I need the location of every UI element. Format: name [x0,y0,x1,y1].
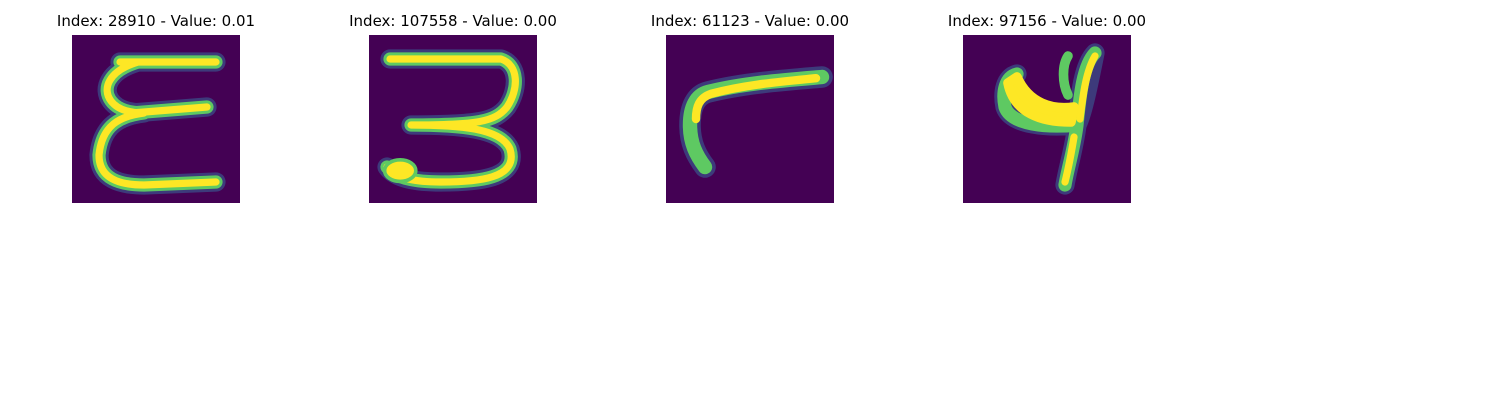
panel-title: Index: 97156 - Value: 0.00 [947,12,1147,30]
digit-image-3 [369,35,537,203]
panel-4: Index: 97156 - Value: 0.00 [897,0,1197,210]
panel-title: Index: 107558 - Value: 0.00 [349,12,557,30]
panel-1: Index: 28910 - Value: 0.01 [6,0,306,210]
panel-title: Index: 61123 - Value: 0.00 [650,12,850,30]
panel-title: Index: 28910 - Value: 0.01 [56,12,256,30]
panel-3: Index: 61123 - Value: 0.00 [600,0,900,210]
digit-image-r [666,35,834,203]
digit-image-E [72,35,240,203]
digit-image-9 [963,35,1131,203]
panel-2: Index: 107558 - Value: 0.00 [303,0,603,210]
